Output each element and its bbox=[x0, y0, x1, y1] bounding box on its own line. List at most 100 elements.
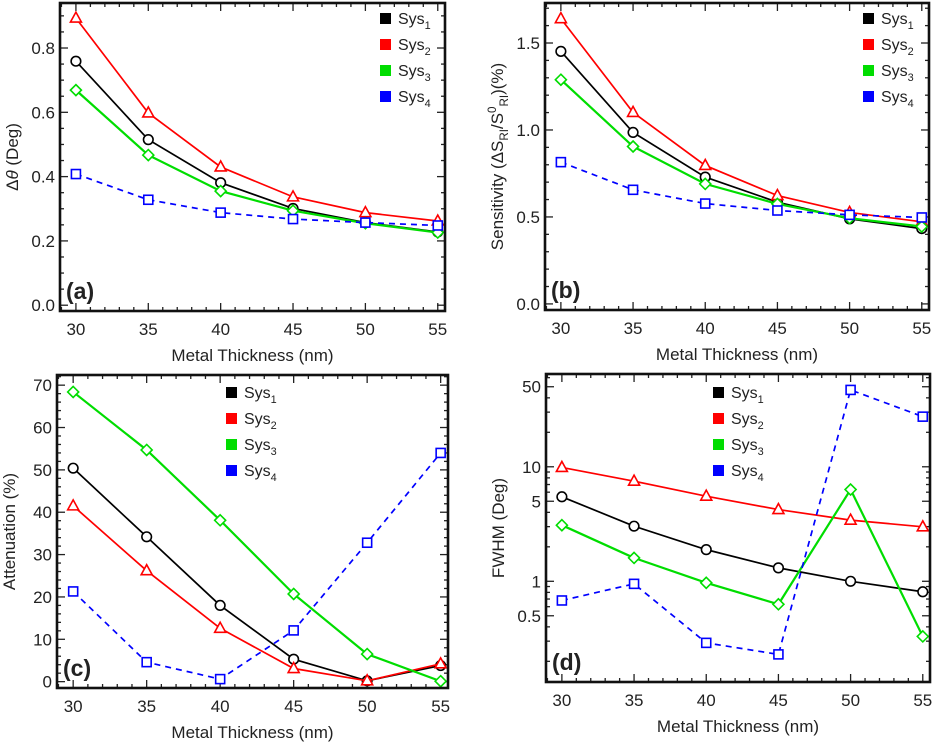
data-point-square bbox=[287, 213, 299, 225]
data-point-diamond bbox=[66, 385, 80, 399]
data-point-square bbox=[435, 447, 446, 459]
legend-label: Sys4 bbox=[731, 463, 764, 484]
series-sys1 bbox=[67, 462, 447, 687]
data-point-diamond bbox=[69, 83, 83, 97]
legend: Sys1 Sys2 Sys3 Sys4 bbox=[380, 11, 431, 110]
data-point-triangle bbox=[286, 660, 301, 674]
x-tick-label: 50 bbox=[840, 319, 859, 338]
data-point-diamond bbox=[141, 148, 155, 162]
legend-swatch bbox=[226, 465, 237, 476]
data-point-diamond bbox=[627, 551, 641, 565]
data-point-triangle bbox=[626, 104, 640, 118]
y-tick-label: 1 bbox=[532, 572, 541, 591]
y-tick-label: 20 bbox=[33, 588, 52, 607]
x-axis-label: Metal Thickness (nm) bbox=[171, 346, 333, 365]
data-point-square bbox=[214, 673, 226, 685]
series-line bbox=[75, 60, 438, 233]
legend-label: Sys2 bbox=[731, 411, 764, 432]
data-point-triangle bbox=[66, 498, 81, 511]
data-point-square bbox=[141, 656, 152, 668]
y-tick-label: 40 bbox=[33, 503, 52, 522]
panel-label: (c) bbox=[63, 655, 91, 681]
x-tick-label: 45 bbox=[769, 691, 788, 710]
data-point-triangle bbox=[555, 459, 569, 473]
data-point-diamond bbox=[915, 219, 929, 234]
legend-swatch bbox=[713, 387, 724, 398]
data-point-square bbox=[916, 212, 928, 223]
data-point-circle bbox=[214, 599, 226, 612]
data-point-triangle bbox=[698, 157, 713, 171]
x-tick-label: 35 bbox=[137, 697, 156, 716]
data-point-square bbox=[70, 168, 82, 180]
data-point-square bbox=[288, 625, 299, 636]
legend-label: Sys1 bbox=[244, 385, 277, 406]
legend-swatch bbox=[226, 413, 237, 424]
chart-panel-c: 30 35 40 45 50 55 0 10 20 30 40 50 60 70 Metal Thickne… bbox=[0, 373, 450, 742]
series-line bbox=[72, 452, 442, 681]
y-tick-label: 5 bbox=[532, 492, 541, 511]
x-tick-label: 35 bbox=[624, 319, 643, 338]
x-tick-label: 40 bbox=[697, 691, 716, 710]
data-point-diamond bbox=[843, 482, 858, 497]
series-line bbox=[75, 17, 438, 222]
y-tick-label: 1.5 bbox=[516, 34, 540, 53]
x-tick-label: 45 bbox=[284, 320, 303, 339]
series-sys3 bbox=[554, 73, 929, 234]
data-point-square bbox=[555, 156, 567, 168]
x-tick-label: 40 bbox=[211, 697, 230, 716]
x-tick-label: 45 bbox=[768, 319, 787, 338]
legend-swatch bbox=[863, 91, 874, 102]
series-sys4 bbox=[555, 156, 928, 223]
y-axis-label: Attenuation (%) bbox=[0, 473, 19, 590]
legend-swatch bbox=[713, 465, 724, 476]
legend-swatch bbox=[863, 65, 874, 76]
series-sys1 bbox=[556, 491, 929, 598]
data-point-circle bbox=[627, 126, 639, 139]
y-tick-label: 0.0 bbox=[516, 295, 540, 314]
data-point-triangle bbox=[433, 656, 448, 669]
x-tick-label: 45 bbox=[284, 697, 303, 716]
legend-label: Sys3 bbox=[881, 63, 914, 84]
legend-swatch bbox=[380, 91, 391, 102]
x-tick-label: 30 bbox=[64, 697, 83, 716]
x-axis-label: Metal Thickness (nm) bbox=[657, 717, 819, 736]
legend-swatch bbox=[380, 13, 391, 24]
legend-swatch bbox=[863, 39, 874, 50]
series-line bbox=[75, 89, 438, 234]
data-point-circle bbox=[628, 520, 640, 532]
data-point-diamond bbox=[698, 177, 712, 191]
data-point-square bbox=[773, 649, 784, 660]
data-point-triangle bbox=[139, 563, 154, 576]
data-point-circle bbox=[917, 586, 929, 598]
data-point-square bbox=[627, 184, 639, 196]
legend-label: Sys1 bbox=[731, 385, 764, 406]
y-tick-label: 0.5 bbox=[516, 208, 540, 227]
legend: Sys1 Sys2 Sys3 Sys4 bbox=[226, 385, 277, 484]
y-tick-label: 70 bbox=[33, 376, 52, 395]
y-tick-label: 0.4 bbox=[31, 168, 55, 187]
data-point-triangle bbox=[915, 519, 930, 532]
y-axis-label: FWHM (Deg) bbox=[489, 478, 508, 578]
x-axis-label: Metal Thickness (nm) bbox=[171, 723, 333, 742]
data-point-diamond bbox=[771, 597, 786, 611]
chart-panel-d: 30 35 40 45 50 55 0.5 1 5 10 50 Metal Thickness (nm… bbox=[489, 372, 932, 736]
legend-label: Sys3 bbox=[244, 437, 277, 458]
x-tick-label: 55 bbox=[912, 319, 931, 338]
plot-frame bbox=[543, 1, 931, 312]
legend-label: Sys1 bbox=[881, 11, 914, 32]
panel-label: (d) bbox=[552, 649, 581, 675]
data-point-circle bbox=[700, 544, 712, 556]
data-point-square bbox=[699, 198, 711, 209]
data-point-circle bbox=[845, 575, 857, 587]
data-point-square bbox=[361, 537, 373, 549]
data-point-triangle bbox=[213, 159, 228, 172]
series-line bbox=[72, 391, 442, 683]
series-line bbox=[560, 50, 922, 230]
series-line bbox=[560, 78, 922, 228]
y-tick-label: 10 bbox=[33, 630, 52, 649]
data-point-triangle bbox=[771, 501, 786, 515]
data-point-diamond bbox=[287, 587, 301, 601]
data-point-circle bbox=[555, 45, 567, 57]
data-point-square bbox=[772, 205, 783, 216]
